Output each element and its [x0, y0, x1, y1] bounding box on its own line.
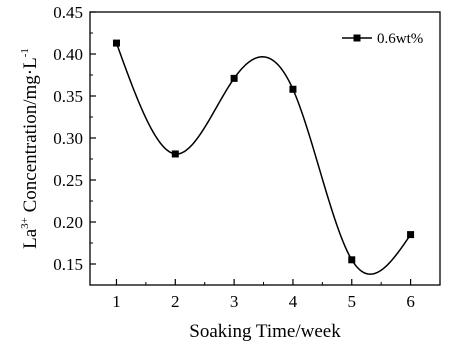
series-line [115, 42, 412, 275]
data-point-marker [230, 74, 238, 82]
y-tick-label: 0.15 [53, 255, 83, 274]
data-point-marker [289, 85, 297, 93]
y-axis-title: La3+ Concentration/mg·L-1 [19, 48, 41, 249]
legend-marker [353, 34, 361, 42]
x-axis-ticks: 1 2 3 4 5 6 [112, 279, 415, 311]
y-axis-title-superscript: 3+ [19, 217, 31, 229]
y-tick-label: 0.40 [53, 45, 83, 64]
data-point-marker [112, 39, 120, 47]
x-tick-label: 5 [348, 292, 357, 311]
data-point-marker [348, 256, 356, 264]
x-tick-label: 6 [406, 292, 415, 311]
series-curve-layer [115, 42, 412, 275]
x-tick-label: 1 [112, 292, 121, 311]
y-axis-title-prefix: La [20, 228, 41, 249]
data-point-marker [407, 231, 415, 239]
legend: 0.6wt% [342, 31, 423, 47]
y-axis-title-unit-superscript: -1 [19, 48, 31, 57]
x-axis-title: Soaking Time/week [189, 321, 341, 342]
y-tick-label: 0.20 [53, 213, 83, 232]
y-tick-label: 0.25 [53, 171, 83, 190]
data-point-marker [171, 150, 179, 158]
x-tick-label: 4 [289, 292, 298, 311]
series-marker-layer [112, 39, 415, 264]
y-tick-label: 0.45 [53, 3, 83, 22]
y-tick-label: 0.30 [53, 129, 83, 148]
y-tick-label: 0.35 [53, 87, 83, 106]
plot-frame [89, 11, 441, 286]
x-tick-label: 3 [230, 292, 239, 311]
x-tick-label: 2 [171, 292, 180, 311]
y-axis-title-middle: Concentration/mg·L [20, 57, 41, 217]
legend-label: 0.6wt% [377, 31, 423, 47]
